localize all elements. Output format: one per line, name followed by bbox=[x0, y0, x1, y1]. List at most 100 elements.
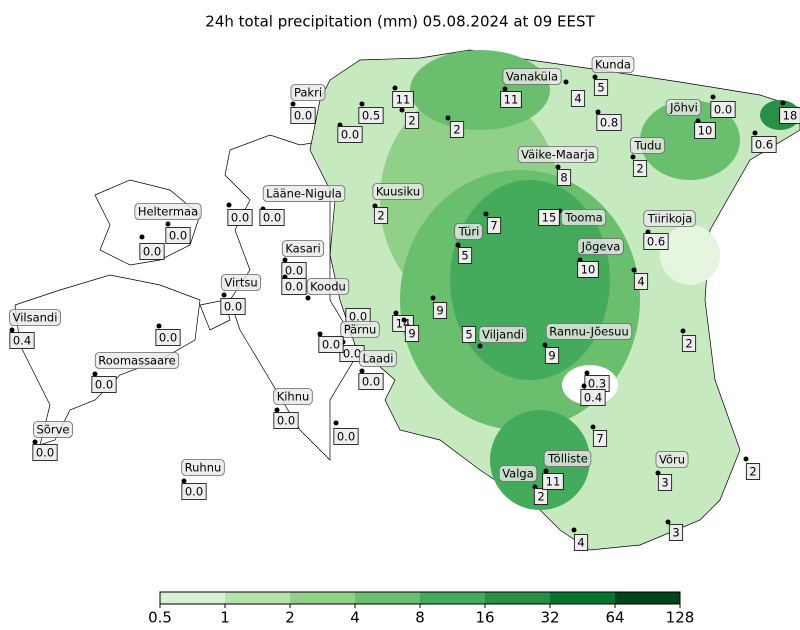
colorbar-segment bbox=[225, 592, 291, 604]
name-box bbox=[33, 421, 73, 438]
value-box bbox=[745, 463, 761, 480]
colorbar: 0.5 1 2 4 8 16 32 64 128 bbox=[148, 591, 695, 627]
station-dot bbox=[156, 323, 162, 329]
value-box bbox=[404, 112, 420, 129]
value-box bbox=[404, 325, 420, 342]
value-box bbox=[694, 122, 716, 139]
value-box bbox=[779, 107, 800, 124]
station-value: 0.0 bbox=[343, 347, 361, 361]
value-box bbox=[273, 412, 299, 429]
station-name: Jõgeva bbox=[581, 240, 621, 254]
rain-area bbox=[490, 410, 590, 510]
value-box bbox=[461, 326, 477, 343]
station-value: 2 bbox=[377, 209, 384, 223]
station-name: Lääne-Nigula bbox=[266, 187, 342, 201]
station-value: 0.8 bbox=[600, 116, 618, 130]
colorbar-tick-label: 128 bbox=[666, 609, 695, 627]
name-box bbox=[517, 146, 599, 163]
station-dot bbox=[333, 420, 339, 426]
name-box bbox=[655, 451, 689, 468]
name-box bbox=[281, 240, 325, 257]
station-value: 2 bbox=[749, 465, 756, 479]
station-dot bbox=[165, 221, 171, 227]
station-value: 0.0 bbox=[185, 485, 203, 499]
station-value: 0.0 bbox=[95, 378, 113, 392]
name-box bbox=[9, 309, 61, 326]
value-box bbox=[290, 107, 316, 124]
station-value: 11 bbox=[504, 93, 519, 107]
station-value: 0.0 bbox=[285, 264, 303, 278]
station-name: Viljandi bbox=[482, 328, 524, 342]
rain-area bbox=[640, 100, 740, 180]
value-box bbox=[570, 90, 586, 107]
name-box bbox=[665, 99, 702, 116]
station-dot bbox=[290, 101, 296, 107]
station-dot bbox=[542, 342, 548, 348]
name-box bbox=[359, 350, 397, 367]
station-dot bbox=[282, 257, 288, 263]
colorbar-tick-label: 64 bbox=[605, 609, 624, 627]
station-value: 9 bbox=[548, 349, 555, 363]
value-box bbox=[632, 160, 648, 177]
station-name: Rannu-Jõesuu bbox=[549, 325, 629, 339]
station-dot bbox=[665, 519, 671, 525]
station-dot bbox=[630, 154, 636, 160]
station-value: 0.3 bbox=[588, 377, 606, 391]
station-dot bbox=[752, 130, 758, 136]
station-value: 8 bbox=[560, 171, 567, 185]
colorbar-segment bbox=[615, 592, 681, 604]
value-box bbox=[155, 329, 181, 346]
station-dot bbox=[780, 100, 786, 106]
station-value: 0.5 bbox=[362, 109, 380, 123]
station-name: Roomassaare bbox=[98, 354, 175, 368]
value-box bbox=[457, 247, 473, 264]
name-box bbox=[543, 450, 592, 467]
station-dot bbox=[221, 292, 227, 298]
name-box bbox=[340, 321, 380, 338]
value-box bbox=[449, 121, 465, 138]
value-box bbox=[580, 389, 606, 406]
station-value: 4 bbox=[574, 92, 581, 106]
colorbar-segment bbox=[420, 592, 486, 604]
value-box bbox=[643, 233, 669, 250]
name-box bbox=[134, 203, 202, 220]
station-value: 2 bbox=[408, 114, 415, 128]
station-name: Tooma bbox=[564, 211, 602, 225]
station-value: 0.4 bbox=[13, 334, 31, 348]
station-dot bbox=[680, 328, 686, 334]
stations: Pakri0.0Vanaküla11Kunda5Jõhvi10Tudu2Väik… bbox=[9, 56, 800, 551]
value-box bbox=[9, 332, 35, 349]
station-dot bbox=[631, 267, 637, 273]
colorbar-tick-label: 16 bbox=[475, 609, 494, 627]
colorbar-segment bbox=[160, 592, 226, 604]
name-box bbox=[502, 68, 562, 85]
name-box bbox=[94, 352, 180, 369]
colorbar-tick-label: 32 bbox=[540, 609, 559, 627]
station-name: Väike-Maarja bbox=[521, 148, 595, 162]
station-dot bbox=[317, 331, 323, 337]
value-box bbox=[668, 524, 684, 541]
station-value: 0.0 bbox=[285, 280, 303, 294]
value-box bbox=[259, 209, 285, 226]
station-dot bbox=[32, 439, 38, 445]
station-value: 10 bbox=[698, 124, 713, 138]
value-box bbox=[577, 261, 599, 278]
colorbar-tick-label: 0.5 bbox=[148, 609, 172, 627]
station-value: 0.0 bbox=[337, 430, 355, 444]
value-box bbox=[657, 474, 673, 491]
station-name: Jõhvi bbox=[669, 101, 698, 115]
station-value: 0.6 bbox=[755, 138, 773, 152]
value-box bbox=[544, 347, 560, 364]
value-box bbox=[681, 335, 697, 352]
station-dot bbox=[592, 74, 598, 80]
value-box bbox=[358, 107, 384, 124]
value-box bbox=[633, 273, 649, 290]
station-name: Tiirikoja bbox=[647, 212, 693, 226]
station-dot bbox=[571, 527, 577, 533]
station-value: 7 bbox=[596, 432, 603, 446]
colorbar-tick-label: 1 bbox=[220, 609, 230, 627]
station-name: Kasari bbox=[285, 242, 320, 256]
name-box bbox=[454, 223, 483, 240]
